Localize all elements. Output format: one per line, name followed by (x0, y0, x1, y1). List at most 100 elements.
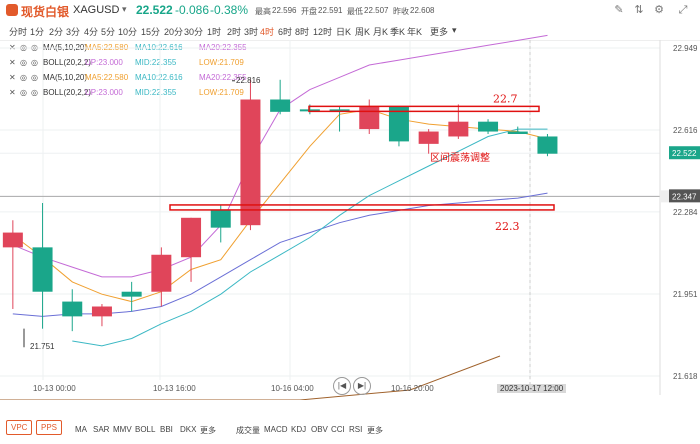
timeframe-tab[interactable]: 季K (390, 27, 406, 37)
sub-indicator-option[interactable]: RSI (349, 425, 363, 434)
candle[interactable] (329, 109, 350, 112)
candle[interactable] (181, 217, 202, 258)
timeframe-tab[interactable]: 2分 (49, 27, 64, 37)
timeframe-tab[interactable]: 12时 (313, 27, 333, 37)
sub-indicator-option[interactable]: OBV (311, 425, 328, 434)
compare-icon[interactable]: ⇅ (634, 4, 644, 16)
timeframe-tab[interactable]: 周K (355, 27, 371, 37)
next-icon[interactable]: ▶| (353, 377, 371, 395)
timeframe-tab[interactable]: 分时 (9, 27, 28, 37)
time-axis: 10-13 00:00 10-13 16:00 10-16 04:00 10-16 2… (0, 384, 700, 444)
indicator-name: BOLL(20,2,2) (43, 88, 92, 97)
settings-icon[interactable]: ◎ (31, 58, 38, 67)
symbol-selector[interactable]: XAGUSD (73, 4, 120, 16)
open-label: 开盘 (301, 7, 317, 16)
playback-controls: |◀ ▶| (333, 377, 373, 395)
candle[interactable] (91, 306, 112, 317)
timeframe-tab[interactable]: 3分 (66, 27, 81, 37)
candle[interactable] (537, 136, 558, 154)
main-indicator-option[interactable]: BOLL (135, 425, 156, 434)
low-value: 22.507 (364, 6, 389, 15)
fullscreen-icon[interactable]: ⤢ (678, 4, 688, 16)
candle[interactable] (359, 106, 380, 130)
candle[interactable] (478, 121, 499, 132)
axis-label: 21.951 (673, 290, 698, 299)
indicator-value: LOW:21.709 (199, 58, 244, 67)
sub-indicator-option[interactable]: CCI (331, 425, 345, 434)
visibility-icon[interactable]: ◎ (20, 88, 27, 97)
price-chart[interactable]: 22.7 22.3 区间震荡调整 22.816 21.751 22.949 22.616 2… (0, 0, 700, 400)
candle[interactable] (32, 247, 53, 292)
candle[interactable] (299, 109, 320, 112)
axis-label: 22.949 (673, 44, 698, 53)
timeframe-tab[interactable]: 更多 (430, 27, 449, 37)
candle[interactable] (121, 291, 142, 297)
timeframe-tab[interactable]: 20分 (164, 27, 184, 37)
candle[interactable] (270, 99, 291, 112)
timeframe-tab[interactable]: 日K (336, 27, 352, 37)
low-label: 最低 (347, 7, 363, 16)
last-price-tag (669, 146, 700, 160)
indicator-value: MID:22.355 (135, 58, 177, 67)
candle[interactable] (2, 232, 23, 248)
indicator-value: UP:23.000 (85, 58, 123, 67)
candle[interactable] (210, 210, 231, 228)
previous-icon[interactable]: |◀ (333, 377, 351, 395)
close-icon[interactable]: ✕ (9, 58, 16, 67)
timeframe-tab[interactable]: 月K (373, 27, 389, 37)
annotation-text: 区间震荡调整 (430, 151, 490, 164)
main-indicator-option[interactable]: BBI (160, 425, 173, 434)
settings-icon[interactable]: ◎ (31, 73, 38, 82)
ma10-line (72, 128, 548, 347)
candle[interactable] (418, 131, 439, 144)
timeframe-tab[interactable]: 2时 (227, 27, 242, 37)
main-indicator-option[interactable]: 更多 (200, 426, 216, 435)
close-icon[interactable]: ✕ (9, 73, 16, 82)
visibility-icon[interactable]: ◎ (20, 73, 27, 82)
indicator-value: MA10:22.616 (135, 73, 183, 82)
timeframe-tab[interactable]: 8时 (295, 27, 310, 37)
sub-indicator-option[interactable]: MACD (264, 425, 288, 434)
indicator-row: ✕ ◎ ◎ BOLL(20,2,2) UP:23.000 MID:22.355 LOW:21… (0, 88, 260, 101)
timeframe-tab[interactable]: 年K (407, 27, 423, 37)
candle[interactable] (62, 301, 83, 317)
main-indicator-option[interactable]: SAR (93, 425, 110, 434)
indicator-tag[interactable]: PPS (36, 420, 63, 435)
candle[interactable] (448, 121, 469, 137)
timeframe-tab[interactable]: 5分 (101, 27, 116, 37)
indicator-value: UP:23.000 (85, 88, 123, 97)
indicator-tag[interactable]: VPC (6, 420, 33, 435)
settings-icon[interactable]: ◎ (31, 88, 38, 97)
timeframe-tab[interactable]: 4时 (260, 27, 275, 37)
time-label: 10-16 04:00 (271, 384, 314, 393)
candle[interactable] (507, 131, 528, 135)
sub-indicator-option[interactable]: 更多 (367, 426, 383, 435)
chevron-down-icon[interactable]: ▾ (122, 4, 127, 14)
chevron-down-icon[interactable]: ▾ (452, 25, 457, 35)
candle[interactable] (388, 106, 409, 142)
timeframe-tab[interactable]: 30分 (184, 27, 204, 37)
timeframe-tab[interactable]: 1分 (30, 27, 45, 37)
indicator-row: ✕ ◎ ◎ MA(5,10,20)MA5:22.580 MA10:22.616 MA20:… (0, 73, 260, 86)
visibility-icon[interactable]: ◎ (20, 58, 27, 67)
drawing-tools-icon[interactable]: ✎ (614, 4, 624, 16)
settings-icon[interactable]: ⚙ (654, 4, 664, 16)
main-indicator-option[interactable]: DKX (180, 425, 197, 434)
sub-indicator-option[interactable]: KDJ (291, 425, 307, 434)
timeframe-tab[interactable]: 6时 (278, 27, 293, 37)
timeframe-tab[interactable]: 3时 (244, 27, 259, 37)
header-bar: 现货白银 XAGUSD ▾ 22.522 -0.086 -0.38% 最高 22… (0, 0, 700, 22)
timeframe-tab[interactable]: 1时 (207, 27, 222, 37)
timeframe-tab[interactable]: 10分 (118, 27, 138, 37)
time-label: 2023-10-17 12:00 (497, 384, 567, 393)
main-indicator-option[interactable]: MMV (113, 425, 132, 434)
timeframe-tab[interactable]: 15分 (141, 27, 161, 37)
candle[interactable] (240, 99, 261, 226)
timeframe-tab[interactable]: 4分 (84, 27, 99, 37)
sub-indicator-option[interactable]: 成交量 (236, 426, 260, 435)
indicator-toolbar: VPC PPS MA SAR MMV BOLL BBI DKX 更多 成交量 MACD KDJ OBV C… (0, 420, 700, 440)
axis-label: 22.522 (672, 149, 697, 158)
candle[interactable] (151, 254, 172, 292)
main-indicator-option[interactable]: MA (75, 425, 87, 434)
close-icon[interactable]: ✕ (9, 88, 16, 97)
